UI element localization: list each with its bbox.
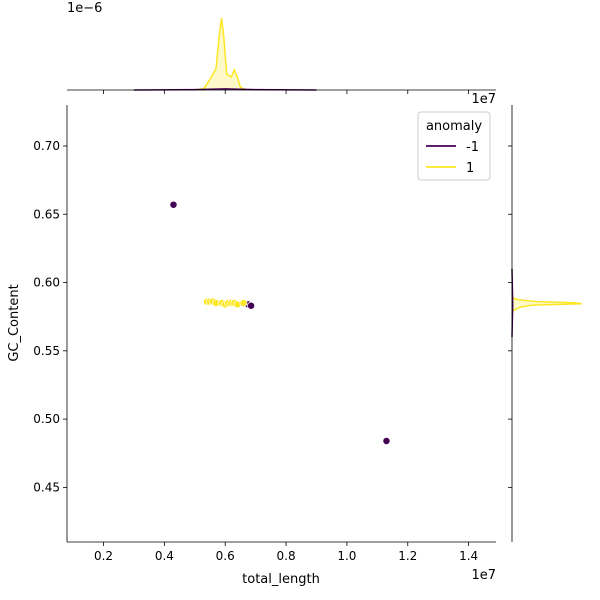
y-tick-label: 0.70 bbox=[33, 139, 60, 153]
y-tick-label: 0.60 bbox=[33, 276, 60, 290]
y-axis-ticks: 0.45 0.50 0.55 0.60 0.65 0.70 bbox=[33, 139, 67, 494]
scatter-points bbox=[169, 200, 391, 445]
x-tick-label: 1.4 bbox=[459, 549, 478, 563]
right-marginal bbox=[508, 105, 583, 542]
x-tick-label: 0.8 bbox=[277, 549, 296, 563]
data-point-anomaly bbox=[169, 200, 178, 209]
data-point-anomaly bbox=[382, 436, 391, 445]
top-marginal-ticks bbox=[103, 90, 470, 94]
right-kde-line-normal bbox=[511, 296, 583, 312]
top-marginal-offset-label: 1e−6 bbox=[67, 1, 102, 16]
top-marginal-kde bbox=[133, 17, 317, 91]
top-marginal: 1e−6 bbox=[67, 1, 496, 94]
x-axis-offset-label: 1e7 bbox=[471, 92, 496, 107]
x-axis-label: total_length bbox=[242, 572, 320, 587]
top-kde-line-normal bbox=[194, 17, 247, 91]
legend-label-neg1: -1 bbox=[466, 140, 479, 155]
data-point-normal bbox=[239, 299, 248, 307]
y-tick-label: 0.50 bbox=[33, 412, 60, 426]
x-tick-label: 0.4 bbox=[155, 549, 174, 563]
x-axis-ticks: 0.2 0.4 0.6 0.8 1.0 1.2 1.4 bbox=[94, 542, 478, 563]
x-tick-label: 0.6 bbox=[216, 549, 235, 563]
y-axis-label: GC_Content bbox=[7, 284, 22, 361]
right-marginal-kde bbox=[511, 268, 583, 338]
x-tick-label: 0.2 bbox=[94, 549, 113, 563]
x-tick-label: 1.0 bbox=[337, 549, 356, 563]
y-tick-label: 0.45 bbox=[33, 480, 60, 494]
legend-label-1: 1 bbox=[466, 161, 474, 176]
y-tick-label: 0.65 bbox=[33, 207, 60, 221]
x-axis-offset-label-bottom: 1e7 bbox=[471, 568, 496, 583]
x-tick-label: 1.2 bbox=[398, 549, 417, 563]
legend-title: anomaly bbox=[426, 119, 482, 134]
data-point-anomaly bbox=[247, 301, 256, 310]
right-marginal-ticks bbox=[508, 145, 512, 488]
legend: anomaly -1 1 bbox=[417, 111, 491, 181]
y-tick-label: 0.55 bbox=[33, 344, 60, 358]
main-plot: 0.2 0.4 0.6 0.8 1.0 1.2 1.4 0.450.500.550.600.… bbox=[7, 92, 496, 587]
